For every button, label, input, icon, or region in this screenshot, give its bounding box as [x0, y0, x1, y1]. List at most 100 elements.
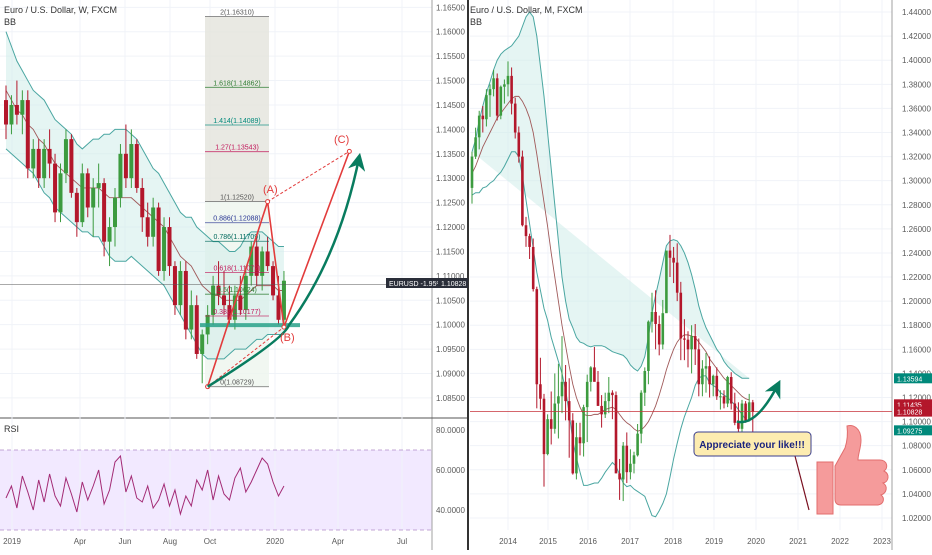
right-candle-body: [474, 137, 477, 157]
right-candle-body: [528, 236, 531, 247]
right-projection-arrow: [736, 379, 781, 424]
abc-ac-line: [267, 150, 350, 203]
left-bb-basis: [5, 90, 284, 301]
right-x-tick: 2023: [873, 537, 891, 546]
right-candle-body: [485, 95, 488, 120]
fib-level-label: 0.5(1.10624): [217, 287, 257, 294]
left-candle-body: [211, 285, 216, 315]
left-candle-body: [53, 163, 58, 213]
rsi-y-tick: 60.0000: [436, 466, 465, 475]
left-y-tick: 1.15000: [436, 77, 465, 86]
fib-level-label: 2(1.16310): [220, 10, 254, 17]
right-candle-body: [737, 422, 740, 429]
fib-level-label: 0.618(1.11072): [214, 265, 261, 272]
left-candle-body: [178, 270, 183, 306]
right-candle-body: [611, 392, 614, 396]
right-y-tick: 1.26000: [902, 225, 931, 234]
abc-pattern-line: [206, 151, 351, 387]
right-candle-body: [643, 371, 647, 393]
right-y-tick: 1.38000: [902, 80, 931, 89]
right-candle-body: [711, 375, 715, 385]
left-candle-body: [276, 295, 281, 320]
projection-arrow: [206, 152, 366, 388]
right-y-tick: 1.30000: [902, 177, 931, 186]
fib-level-label: 1.618(1.14862): [213, 80, 260, 87]
left-price-tag-value: 1.10828: [441, 281, 466, 288]
left-y-tick: 1.13500: [436, 150, 465, 159]
rsi-y-tick: 40.0000: [436, 506, 465, 515]
right-candle-body: [715, 375, 719, 397]
left-candle-body: [123, 153, 128, 179]
wave-label-a: (A): [263, 184, 278, 196]
right-price-tag-label: 1.11435: [897, 402, 922, 409]
right-candle-body: [647, 321, 650, 371]
left-y-tick: 1.16000: [436, 28, 465, 37]
right-candle-body: [665, 250, 668, 314]
right-candle-body: [470, 156, 474, 188]
left-candle-body: [80, 173, 85, 223]
right-candle-body: [657, 324, 661, 345]
left-candle-body: [31, 148, 36, 169]
left-x-tick: Jul: [397, 537, 407, 546]
left-candle-body: [265, 251, 270, 267]
left-price-tag: EURUSD -1.95% 1.10828: [386, 278, 468, 288]
right-candle-body: [693, 336, 697, 350]
right-candle-body: [571, 420, 575, 474]
fib-extension-zone: [205, 16, 269, 202]
right-bb-upper: [471, 11, 750, 379]
left-candle-body: [63, 139, 68, 174]
right-candle-body: [564, 381, 567, 402]
right-y-tick: 1.08000: [902, 442, 931, 451]
left-candle-body: [118, 153, 123, 198]
right-candle-body: [492, 78, 495, 90]
fib-level-label: 0(1.08729): [220, 380, 254, 387]
left-y-tick: 1.10500: [436, 296, 465, 305]
right-candle-body: [683, 338, 686, 340]
right-candle-body: [578, 437, 582, 444]
thumbs-up-icon: [816, 425, 889, 515]
right-candle-body: [675, 262, 679, 293]
left-x-tick: Oct: [204, 537, 217, 546]
right-y-tick: 1.36000: [902, 104, 931, 113]
left-y-tick: 1.09000: [436, 370, 465, 379]
right-candle-body: [679, 292, 683, 339]
right-candle-body: [510, 75, 513, 104]
left-y-tick: 1.14500: [436, 101, 465, 110]
right-candle-body: [729, 377, 733, 404]
left-candle-body: [183, 270, 188, 330]
right-candle-body: [596, 381, 600, 406]
left-candle-body: [167, 227, 172, 267]
left-x-tick: Aug: [163, 537, 177, 546]
right-y-tick: 1.04000: [902, 490, 931, 499]
left-candle-body: [249, 246, 254, 276]
right-candle-body: [575, 437, 578, 474]
right-candle-body: [560, 381, 564, 397]
pattern-point: [281, 324, 287, 330]
left-y-tick: 1.12500: [436, 199, 465, 208]
right-candle-body: [654, 311, 657, 325]
left-candle-body: [134, 144, 139, 188]
right-candle-body: [481, 115, 485, 120]
right-candle-body: [524, 225, 528, 237]
left-candle-body: [140, 187, 145, 218]
right-x-tick: 2022: [831, 537, 849, 546]
left-candle-body: [232, 295, 237, 320]
right-price-tag-label: 1.10828: [897, 410, 922, 417]
right-candle-body: [614, 395, 618, 474]
right-candle-body: [593, 367, 596, 382]
right-candle-body: [629, 463, 632, 473]
rsi-label: RSI: [4, 424, 19, 434]
left-candle-body: [36, 148, 41, 179]
left-candle-body: [260, 251, 265, 276]
right-candle-body: [618, 473, 621, 480]
right-price-tag: [894, 406, 932, 417]
right-x-tick: 2021: [789, 537, 807, 546]
left-candle-body: [189, 305, 194, 330]
rsi-line: [5, 454, 285, 516]
right-y-tick: 1.42000: [902, 32, 931, 41]
abc-base-line: [207, 326, 285, 388]
right-candle-body: [600, 405, 603, 415]
left-candle-body: [200, 334, 205, 354]
fib-level-label: 0.786(1.11709): [214, 234, 261, 241]
right-candle-body: [503, 84, 506, 87]
